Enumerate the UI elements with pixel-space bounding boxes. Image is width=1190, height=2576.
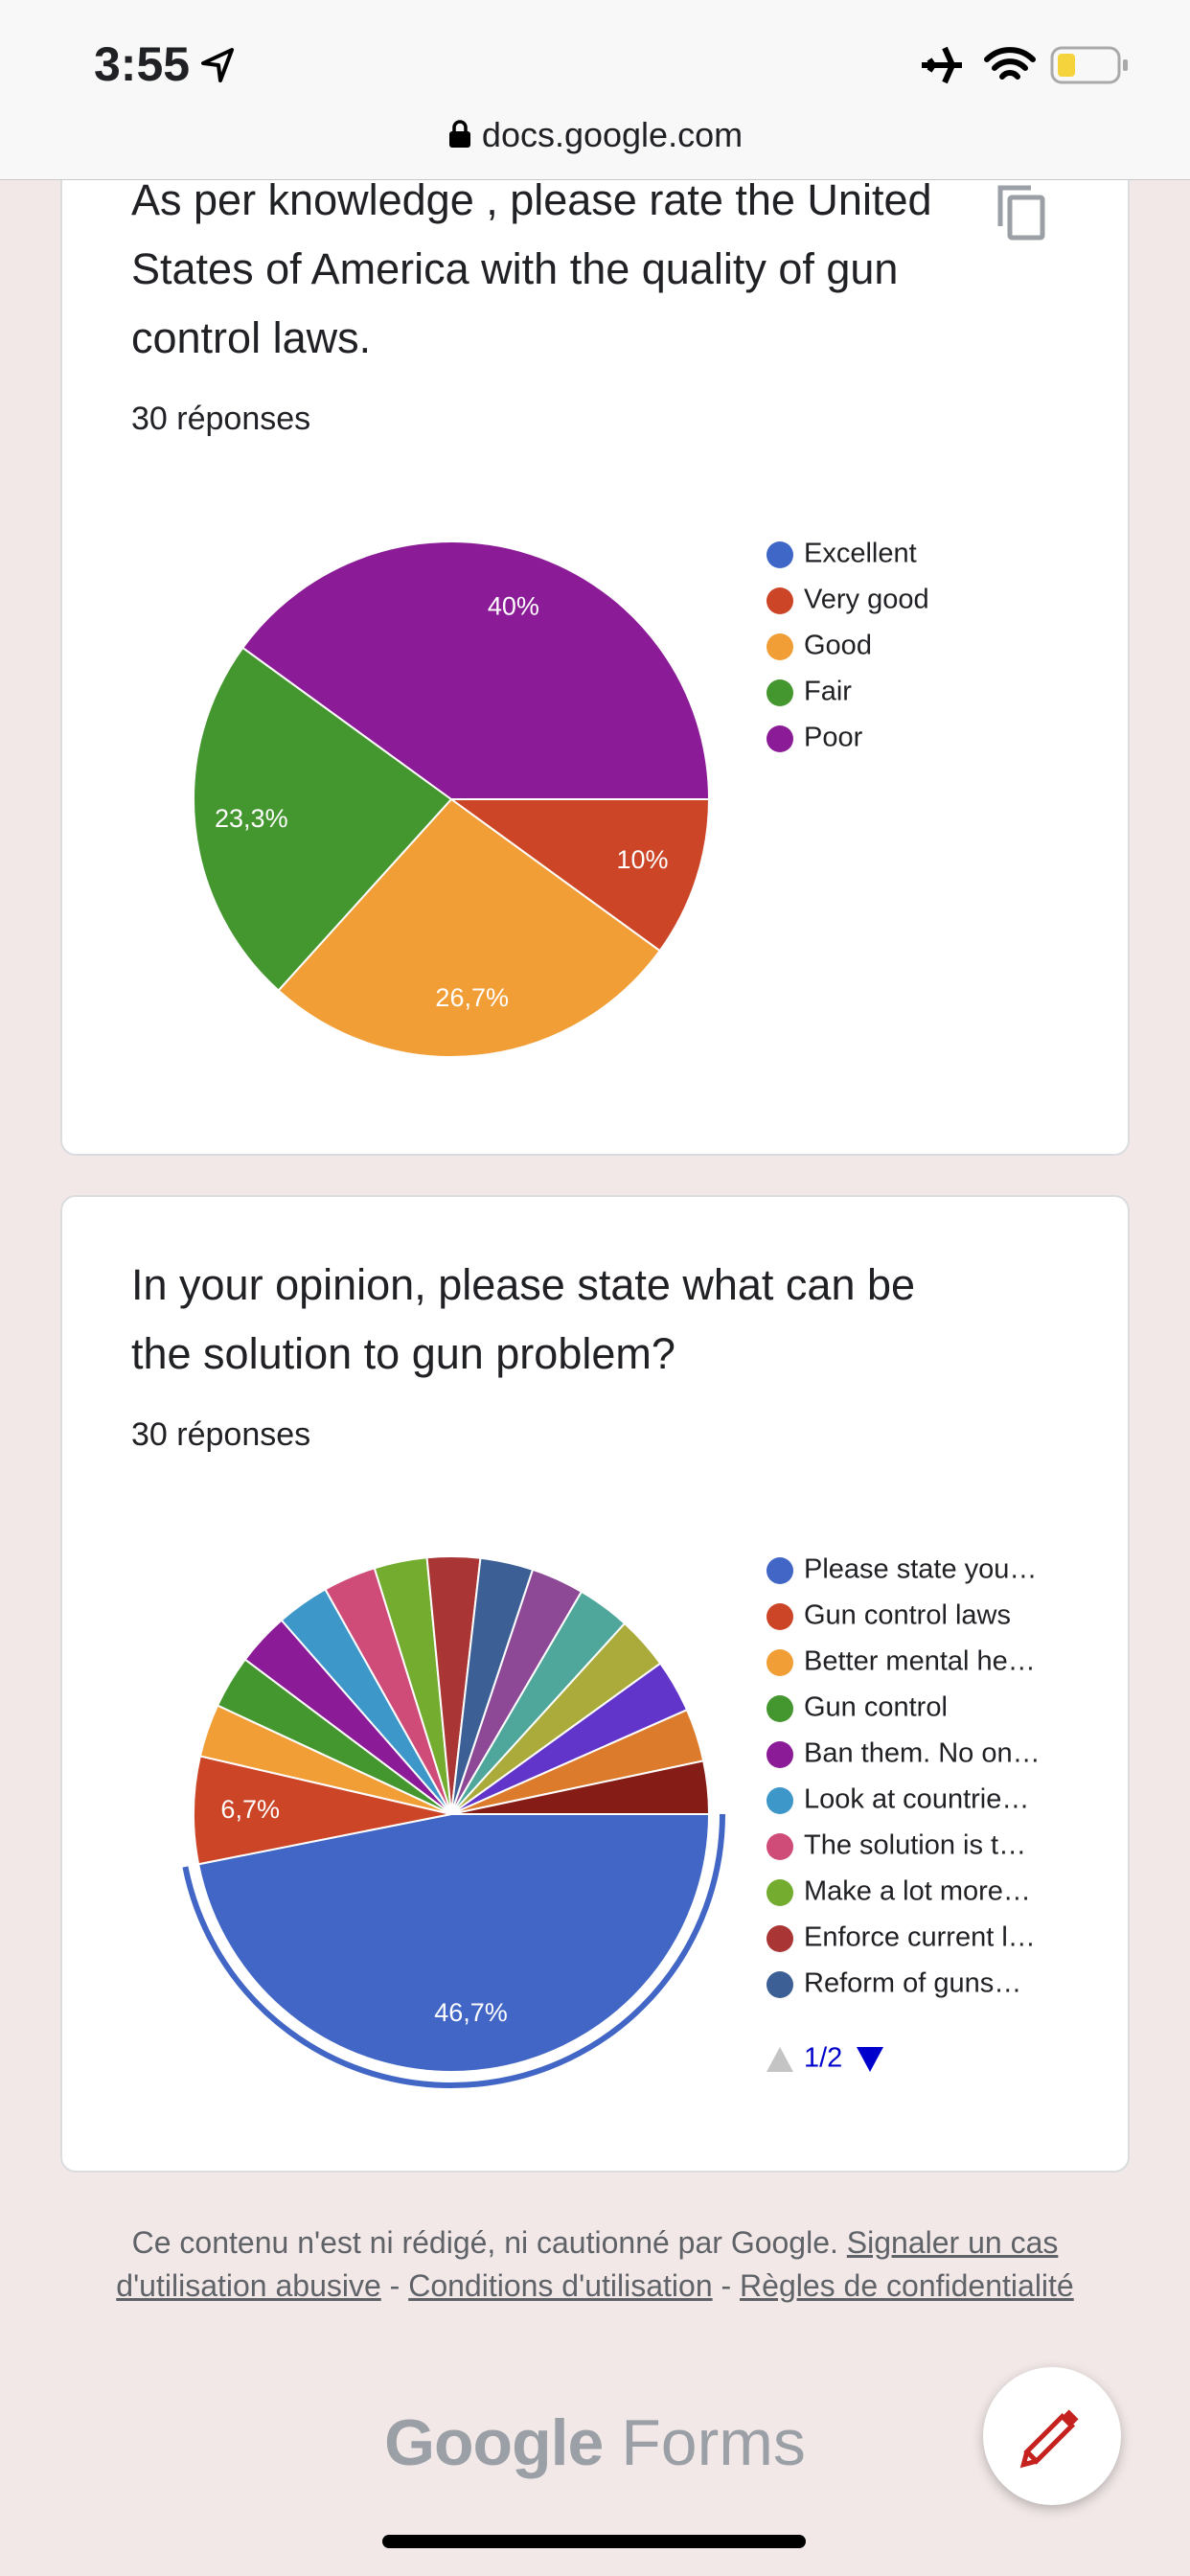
legend-label: Fair bbox=[804, 677, 852, 707]
legend-label: Gun control bbox=[804, 1692, 948, 1723]
legend-swatch bbox=[767, 1971, 793, 1998]
separator: - bbox=[389, 2268, 400, 2303]
legend-label: Make a lot more… bbox=[804, 1876, 1031, 1907]
legend-label: Reform of guns… bbox=[804, 1968, 1021, 1999]
response-count: 30 réponses bbox=[131, 401, 311, 437]
legend-swatch bbox=[767, 725, 793, 752]
legend-swatch bbox=[767, 1695, 793, 1722]
legend-label: Please state you… bbox=[804, 1554, 1037, 1585]
legend-label: Enforce current l… bbox=[804, 1922, 1036, 1953]
question-title: As per knowledge , please rate the Unite… bbox=[131, 175, 932, 362]
legend-swatch bbox=[767, 633, 793, 660]
notice: Ce contenu n'est ni rédigé, ni cautionné… bbox=[131, 2225, 838, 2260]
data-label: 23,3% bbox=[215, 804, 288, 833]
legend-label: Poor bbox=[804, 723, 863, 753]
pie-slice bbox=[193, 646, 453, 992]
footer-link[interactable]: Règles de confidentialité bbox=[740, 2268, 1074, 2303]
copy-icon[interactable] bbox=[996, 184, 1054, 243]
legend-label: Good bbox=[804, 631, 872, 661]
data-label: 40% bbox=[488, 592, 539, 621]
data-label: 6,7% bbox=[220, 1795, 280, 1824]
legend-swatch bbox=[767, 541, 793, 568]
location-icon bbox=[201, 48, 234, 82]
pie-slice bbox=[277, 797, 662, 1058]
lock-icon bbox=[448, 120, 470, 148]
legend-swatch bbox=[767, 679, 793, 706]
legend-label: Look at countrie… bbox=[804, 1784, 1029, 1815]
browser-header: 3:55 docs.google.com bbox=[0, 0, 1190, 180]
status-icons bbox=[922, 46, 1128, 84]
pie-slice bbox=[447, 798, 711, 953]
data-label: 26,7% bbox=[435, 983, 509, 1012]
home-indicator bbox=[382, 2535, 806, 2548]
question-title: In your opinion, please state what can b… bbox=[131, 1260, 916, 1378]
data-label: 10% bbox=[617, 845, 669, 874]
data-label: 46,7% bbox=[434, 1998, 508, 2027]
legend-label: The solution is t… bbox=[804, 1830, 1026, 1861]
legend-next[interactable] bbox=[857, 2047, 883, 2072]
legend-label: Very good bbox=[804, 585, 929, 615]
selected-slice-ring bbox=[182, 1813, 725, 2088]
legend-swatch bbox=[767, 1925, 793, 1952]
clock: 3:55 bbox=[94, 37, 191, 91]
legend-label: Gun control laws bbox=[804, 1600, 1011, 1631]
footer: Ce contenu n'est ni rédigé, ni cautionné… bbox=[96, 2221, 1094, 2308]
legend-label: Ban them. No on… bbox=[804, 1738, 1041, 1769]
pie-slice bbox=[450, 1760, 711, 1815]
legend-prev bbox=[767, 2047, 793, 2072]
legend-swatch bbox=[767, 1879, 793, 1906]
legend-swatch bbox=[767, 1833, 793, 1860]
legend-swatch bbox=[767, 1649, 793, 1676]
pie-slice bbox=[196, 1813, 711, 2073]
brand-logo: Google Forms bbox=[0, 2405, 1190, 2480]
legend-swatch bbox=[767, 1741, 793, 1768]
pie-slice bbox=[240, 540, 711, 800]
url: docs.google.com bbox=[481, 115, 744, 154]
footer-link[interactable]: Conditions d'utilisation bbox=[408, 2268, 713, 2303]
brand-product: Forms bbox=[621, 2406, 806, 2479]
edit-icon bbox=[1019, 2409, 1079, 2469]
separator: - bbox=[721, 2268, 732, 2303]
pie-slice bbox=[193, 1755, 452, 1866]
edit-button[interactable] bbox=[983, 2367, 1121, 2505]
address-bar[interactable]: docs.google.com bbox=[0, 115, 1190, 155]
legend-label: Better mental he… bbox=[804, 1646, 1036, 1677]
footer-link[interactable]: Signaler un cas d'utilisation abusive bbox=[116, 2225, 1059, 2303]
legend-label: Excellent bbox=[804, 539, 917, 569]
legend-swatch bbox=[767, 587, 793, 614]
brand-company: Google bbox=[384, 2406, 604, 2479]
legend-swatch bbox=[767, 1603, 793, 1630]
legend-swatch bbox=[767, 1557, 793, 1584]
legend-swatch bbox=[767, 1787, 793, 1814]
legend-page: 1/2 bbox=[804, 2043, 842, 2074]
response-count: 30 réponses bbox=[131, 1416, 311, 1453]
